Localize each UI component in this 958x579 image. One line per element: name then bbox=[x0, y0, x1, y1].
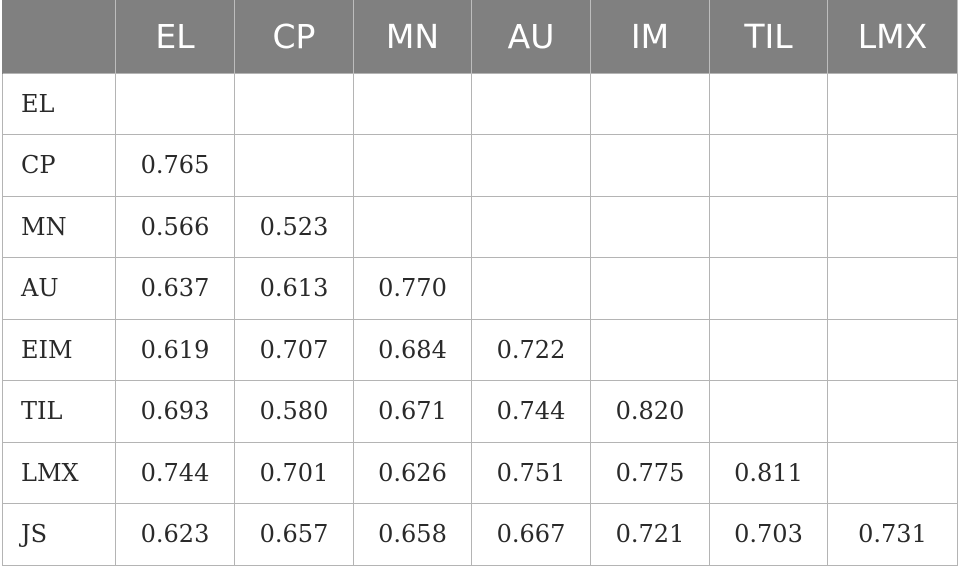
table-cell: 0.671 bbox=[353, 380, 472, 443]
row-label: AU bbox=[2, 257, 116, 320]
table-row: AU 0.637 0.613 0.770 bbox=[2, 257, 958, 320]
table-cell bbox=[234, 134, 354, 197]
table-cell bbox=[471, 257, 591, 320]
table-cell: 0.693 bbox=[115, 380, 235, 443]
row-label: EL bbox=[2, 72, 116, 135]
table-cell: 0.684 bbox=[353, 318, 472, 381]
table-cell bbox=[827, 441, 958, 504]
table-cell: 0.731 bbox=[827, 503, 958, 566]
table-cell: 0.658 bbox=[353, 503, 472, 566]
table-cell: 0.523 bbox=[234, 195, 354, 258]
table-cell bbox=[827, 134, 958, 197]
table-cell bbox=[471, 195, 591, 258]
column-header-el: EL bbox=[115, 0, 235, 73]
table-cell: 0.751 bbox=[471, 441, 591, 504]
table-cell bbox=[827, 318, 958, 381]
table-body: EL CP 0.765 MN 0.566 0.523 AU 0.637 0.613 0.770 EI… bbox=[2, 72, 958, 566]
table-cell bbox=[709, 380, 828, 443]
column-header-im: IM bbox=[590, 0, 710, 73]
table-cell: 0.770 bbox=[353, 257, 472, 320]
table-row: EIM 0.619 0.707 0.684 0.722 bbox=[2, 318, 958, 381]
table-cell: 0.667 bbox=[471, 503, 591, 566]
row-label: LMX bbox=[2, 441, 116, 504]
table-cell: 0.707 bbox=[234, 318, 354, 381]
row-label: MN bbox=[2, 195, 116, 258]
table-cell: 0.775 bbox=[590, 441, 710, 504]
table-cell bbox=[353, 195, 472, 258]
table-cell: 0.701 bbox=[234, 441, 354, 504]
table-cell: 0.613 bbox=[234, 257, 354, 320]
table-cell: 0.626 bbox=[353, 441, 472, 504]
table-cell bbox=[827, 257, 958, 320]
table-cell bbox=[234, 72, 354, 135]
table-cell: 0.811 bbox=[709, 441, 828, 504]
table-cell: 0.580 bbox=[234, 380, 354, 443]
table-cell: 0.566 bbox=[115, 195, 235, 258]
table-row: LMX 0.744 0.701 0.626 0.751 0.775 0.811 bbox=[2, 441, 958, 504]
table-cell bbox=[827, 380, 958, 443]
table-cell bbox=[353, 72, 472, 135]
table-cell bbox=[353, 134, 472, 197]
table-cell: 0.703 bbox=[709, 503, 828, 566]
table-cell: 0.744 bbox=[471, 380, 591, 443]
table-cell: 0.637 bbox=[115, 257, 235, 320]
table-cell: 0.744 bbox=[115, 441, 235, 504]
column-header-lmx: LMX bbox=[827, 0, 958, 73]
table-cell bbox=[709, 257, 828, 320]
table-cell bbox=[709, 72, 828, 135]
table-cell: 0.722 bbox=[471, 318, 591, 381]
correlation-table: EL CP MN AU IM TIL LMX EL CP 0.765 MN 0.566 0… bbox=[2, 0, 958, 566]
table-cell bbox=[590, 318, 710, 381]
table-cell bbox=[471, 134, 591, 197]
table-row: CP 0.765 bbox=[2, 134, 958, 197]
table-cell bbox=[827, 72, 958, 135]
column-header-au: AU bbox=[471, 0, 591, 73]
table-cell bbox=[709, 134, 828, 197]
table-cell bbox=[115, 72, 235, 135]
column-header-til: TIL bbox=[709, 0, 828, 73]
header-row: EL CP MN AU IM TIL LMX bbox=[2, 0, 958, 73]
table-cell bbox=[827, 195, 958, 258]
table-cell bbox=[590, 257, 710, 320]
header-corner-cell bbox=[2, 0, 116, 73]
row-label: TIL bbox=[2, 380, 116, 443]
row-label: CP bbox=[2, 134, 116, 197]
table-row: MN 0.566 0.523 bbox=[2, 195, 958, 258]
table-cell: 0.721 bbox=[590, 503, 710, 566]
table-cell bbox=[590, 195, 710, 258]
table-cell bbox=[471, 72, 591, 135]
table-cell bbox=[590, 72, 710, 135]
table-cell bbox=[709, 318, 828, 381]
table-cell: 0.820 bbox=[590, 380, 710, 443]
table-cell bbox=[709, 195, 828, 258]
row-label: EIM bbox=[2, 318, 116, 381]
row-label: JS bbox=[2, 503, 116, 566]
table-row: JS 0.623 0.657 0.658 0.667 0.721 0.703 0.731 bbox=[2, 503, 958, 566]
table-cell: 0.765 bbox=[115, 134, 235, 197]
table-cell: 0.657 bbox=[234, 503, 354, 566]
table-cell bbox=[590, 134, 710, 197]
table-header: EL CP MN AU IM TIL LMX bbox=[2, 0, 958, 73]
table-row: EL bbox=[2, 72, 958, 135]
table-cell: 0.619 bbox=[115, 318, 235, 381]
table-row: TIL 0.693 0.580 0.671 0.744 0.820 bbox=[2, 380, 958, 443]
column-header-cp: CP bbox=[234, 0, 354, 73]
column-header-mn: MN bbox=[353, 0, 472, 73]
table-cell: 0.623 bbox=[115, 503, 235, 566]
